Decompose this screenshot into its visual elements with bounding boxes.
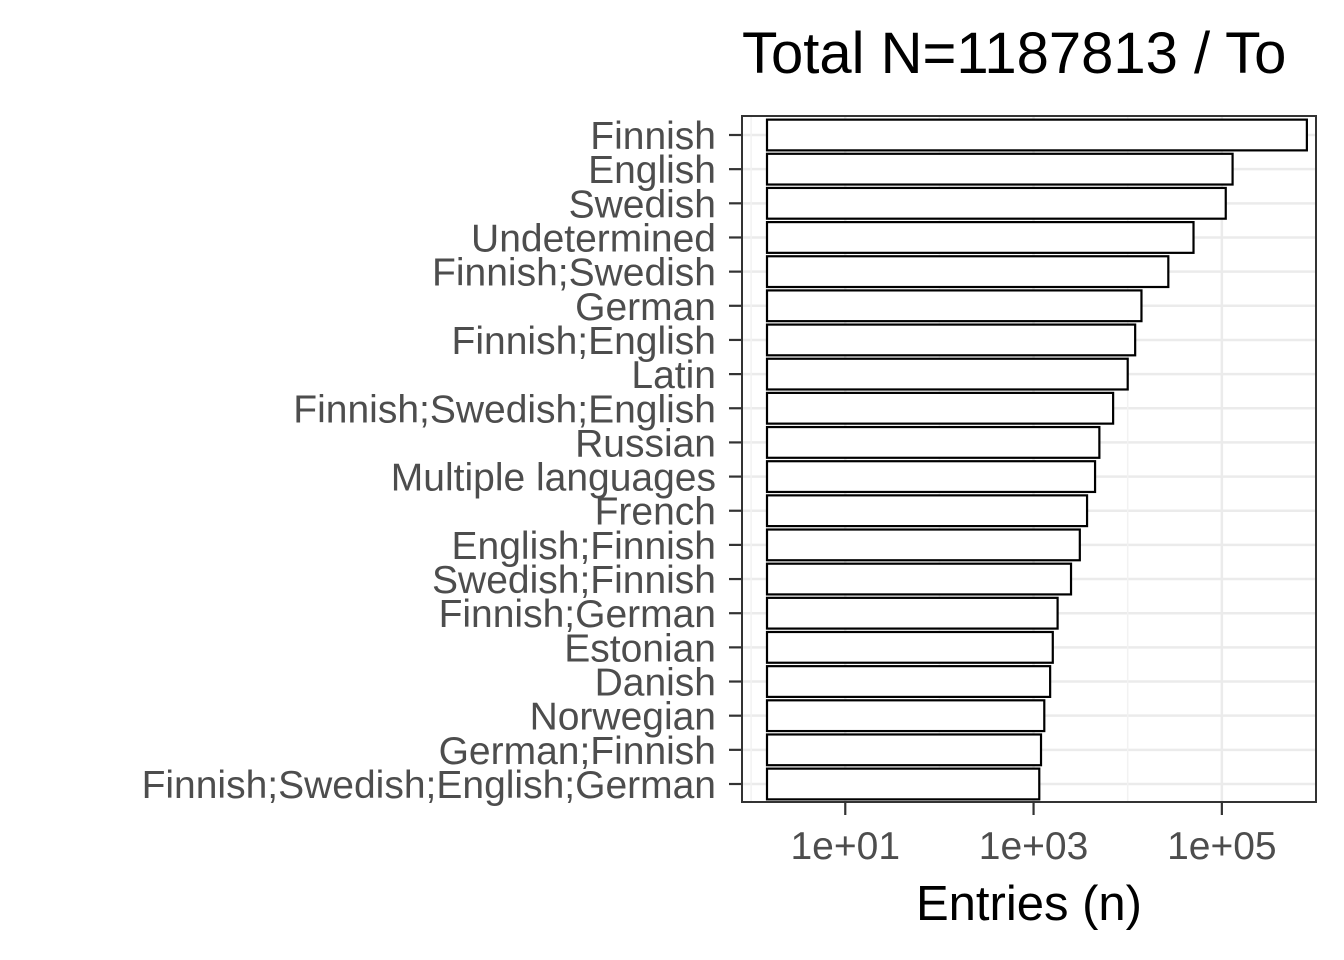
category-label: Danish bbox=[595, 662, 716, 705]
y-axis: FinnishEnglishSwedishUndeterminedFinnish… bbox=[142, 115, 742, 807]
bar bbox=[765, 665, 1052, 698]
bar bbox=[765, 118, 1308, 152]
x-tick-label: 1e+01 bbox=[790, 825, 900, 868]
category-label: Finnish bbox=[590, 115, 716, 158]
bar bbox=[765, 699, 1046, 733]
plot-panel-border bbox=[741, 115, 1317, 803]
category-label: Finnish;English bbox=[452, 320, 716, 363]
category-label: Undetermined bbox=[471, 217, 716, 260]
category-label: French bbox=[595, 491, 716, 534]
category-label: English bbox=[588, 149, 716, 192]
bar bbox=[765, 733, 1043, 767]
bar bbox=[765, 186, 1227, 220]
category-label: Finnish;Swedish;English;German bbox=[142, 764, 716, 807]
bar bbox=[765, 323, 1137, 357]
category-label: Swedish bbox=[569, 183, 716, 226]
x-axis: 1e+01 1e+03 1e+05 bbox=[790, 802, 1277, 868]
bar bbox=[765, 221, 1195, 254]
chart-title: Total N=1187813 / To bbox=[742, 21, 1286, 86]
category-label: German;Finnish bbox=[439, 730, 716, 773]
x-tick-label: 1e+05 bbox=[1167, 825, 1277, 868]
category-label: Multiple languages bbox=[391, 457, 716, 500]
category-label: English;Finnish bbox=[452, 525, 716, 568]
bar bbox=[765, 494, 1089, 528]
category-label: Finnish;German bbox=[439, 593, 716, 636]
bar bbox=[765, 528, 1081, 562]
category-label: Norwegian bbox=[530, 696, 716, 739]
bar bbox=[765, 391, 1115, 425]
bar bbox=[765, 562, 1073, 596]
bars bbox=[765, 118, 1308, 801]
bar bbox=[765, 255, 1170, 289]
bar bbox=[765, 767, 1041, 801]
bar bbox=[765, 289, 1143, 323]
x-axis-title: Entries (n) bbox=[916, 877, 1142, 931]
category-label: Swedish;Finnish bbox=[432, 559, 716, 602]
x-tick-label: 1e+03 bbox=[979, 825, 1089, 868]
category-label: German bbox=[575, 286, 716, 329]
category-label: Finnish;Swedish bbox=[432, 252, 716, 295]
bar bbox=[765, 460, 1097, 494]
category-label: Russian bbox=[575, 422, 716, 465]
bar bbox=[765, 357, 1129, 391]
bar bbox=[765, 630, 1054, 664]
bar bbox=[765, 596, 1059, 630]
bar bbox=[765, 152, 1234, 186]
category-label: Latin bbox=[631, 354, 716, 397]
bar bbox=[765, 425, 1101, 459]
category-label: Finnish;Swedish;English bbox=[293, 388, 716, 431]
category-label: Estonian bbox=[564, 627, 716, 670]
